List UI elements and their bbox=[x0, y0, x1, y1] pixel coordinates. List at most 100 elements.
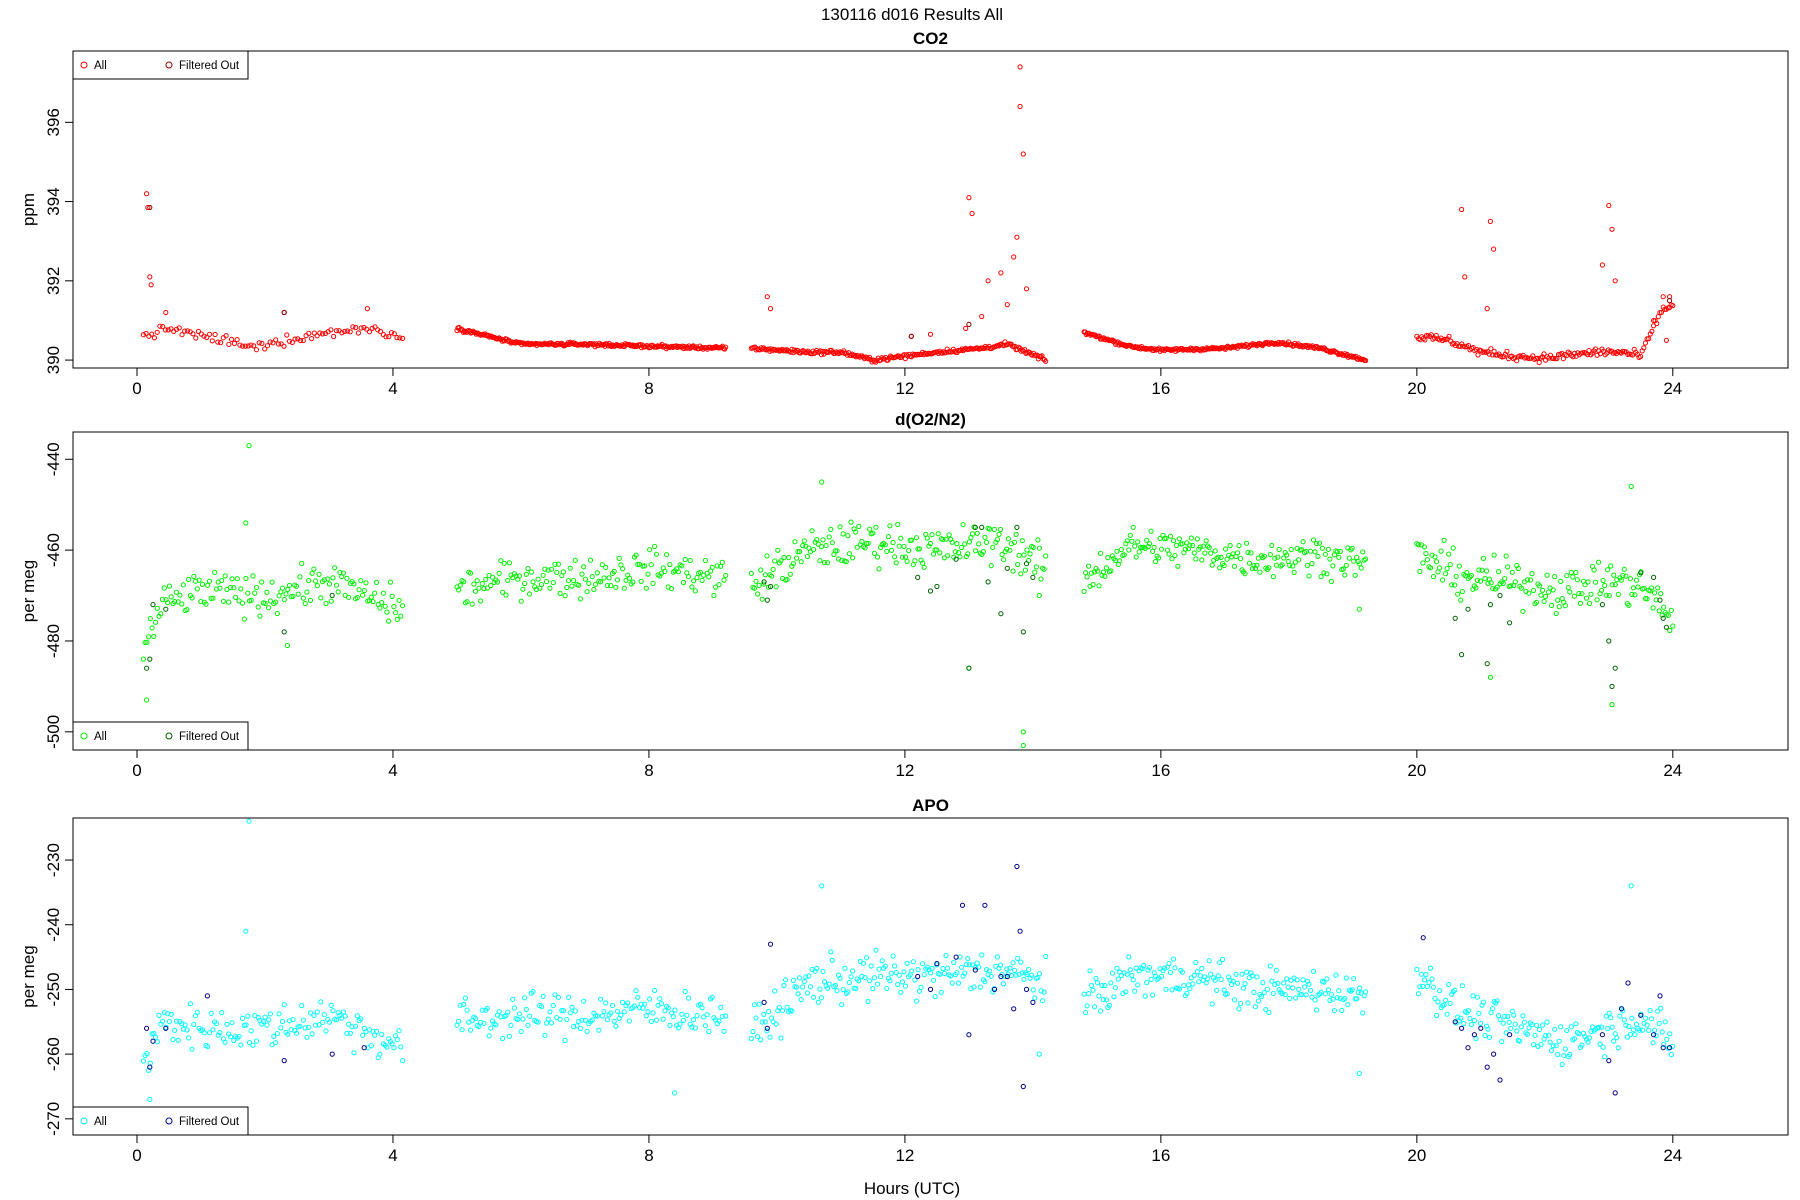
data-point bbox=[902, 554, 909, 560]
data-point bbox=[721, 577, 727, 583]
data-point bbox=[1533, 1022, 1540, 1028]
data-point bbox=[318, 999, 324, 1005]
data-point bbox=[1170, 956, 1177, 962]
data-point bbox=[618, 1012, 624, 1018]
data-point bbox=[372, 324, 378, 330]
data-point bbox=[1208, 971, 1214, 977]
data-point bbox=[372, 590, 378, 596]
panel-title: d(O2/N2) bbox=[895, 410, 966, 429]
data-point bbox=[1461, 1020, 1467, 1027]
data-point bbox=[798, 559, 804, 565]
data-point bbox=[991, 986, 998, 993]
data-point bbox=[457, 582, 463, 588]
data-point bbox=[1641, 345, 1647, 351]
data-point bbox=[1535, 355, 1541, 361]
data-point bbox=[246, 1040, 253, 1046]
data-point bbox=[224, 1021, 230, 1027]
data-point bbox=[582, 576, 589, 582]
data-point bbox=[647, 996, 653, 1002]
data-point bbox=[1585, 579, 1591, 585]
data-point bbox=[1133, 554, 1139, 560]
data-point bbox=[1196, 979, 1202, 985]
data-point bbox=[262, 1014, 268, 1020]
data-point bbox=[896, 972, 902, 978]
data-point bbox=[1018, 959, 1024, 965]
data-point bbox=[281, 343, 287, 349]
data-point bbox=[843, 559, 849, 565]
data-point bbox=[1487, 602, 1494, 608]
x-tick-label: 20 bbox=[1407, 1146, 1426, 1165]
data-point bbox=[1627, 576, 1634, 582]
data-point bbox=[637, 342, 644, 348]
data-point bbox=[1267, 552, 1273, 558]
data-point bbox=[510, 996, 516, 1003]
data-point bbox=[817, 986, 823, 992]
data-point bbox=[1296, 986, 1302, 993]
data-point bbox=[761, 581, 767, 587]
data-point bbox=[1129, 972, 1135, 979]
data-point bbox=[562, 593, 568, 599]
y-tick-label: -440 bbox=[44, 442, 63, 476]
data-point bbox=[500, 1035, 506, 1042]
data-point bbox=[1632, 1032, 1638, 1038]
data-point bbox=[316, 571, 322, 578]
data-point bbox=[819, 479, 825, 485]
data-point bbox=[946, 532, 952, 538]
data-point bbox=[829, 540, 835, 546]
data-point bbox=[1414, 966, 1420, 973]
data-point bbox=[859, 973, 865, 980]
data-point bbox=[927, 588, 934, 594]
data-point bbox=[1023, 286, 1030, 292]
data-point bbox=[148, 282, 154, 288]
data-point bbox=[818, 544, 825, 550]
data-point bbox=[1594, 597, 1600, 603]
data-point bbox=[1112, 985, 1119, 991]
data-point bbox=[565, 994, 572, 1000]
data-point bbox=[1121, 552, 1127, 558]
data-point bbox=[1491, 246, 1497, 252]
data-point bbox=[589, 1017, 595, 1023]
data-point bbox=[793, 555, 800, 561]
data-point bbox=[1017, 64, 1023, 70]
data-point bbox=[278, 1025, 284, 1031]
data-point bbox=[535, 1019, 541, 1025]
data-point bbox=[959, 544, 965, 551]
data-point bbox=[709, 564, 715, 571]
data-point bbox=[535, 576, 541, 582]
data-point bbox=[823, 542, 829, 549]
data-point bbox=[723, 572, 729, 579]
data-point bbox=[398, 1044, 404, 1050]
data-point bbox=[1266, 565, 1272, 571]
data-point bbox=[1096, 583, 1102, 589]
data-point bbox=[565, 578, 572, 584]
data-point bbox=[1652, 590, 1658, 596]
data-point bbox=[775, 547, 781, 553]
data-point bbox=[1429, 976, 1435, 982]
data-point bbox=[222, 573, 228, 579]
data-point bbox=[1476, 567, 1482, 573]
data-point bbox=[577, 596, 584, 602]
data-point bbox=[540, 993, 546, 999]
data-point bbox=[1615, 591, 1621, 598]
data-point bbox=[1279, 562, 1285, 568]
data-point bbox=[650, 580, 656, 587]
data-point bbox=[1586, 1035, 1593, 1041]
data-point bbox=[657, 996, 663, 1002]
data-point bbox=[1508, 1025, 1514, 1032]
data-point bbox=[1096, 993, 1102, 999]
data-point bbox=[1206, 544, 1212, 551]
data-point bbox=[762, 1019, 768, 1025]
data-point bbox=[1282, 992, 1288, 998]
data-point bbox=[400, 1058, 406, 1064]
data-point bbox=[144, 639, 150, 646]
data-point bbox=[159, 1018, 166, 1024]
data-point bbox=[1263, 1007, 1269, 1013]
data-point bbox=[825, 560, 831, 566]
data-point bbox=[306, 577, 312, 584]
data-point bbox=[713, 584, 719, 590]
data-point bbox=[479, 1007, 485, 1013]
data-point bbox=[1117, 558, 1123, 564]
data-point bbox=[271, 1033, 277, 1040]
data-point bbox=[173, 326, 180, 332]
data-point bbox=[966, 539, 973, 545]
